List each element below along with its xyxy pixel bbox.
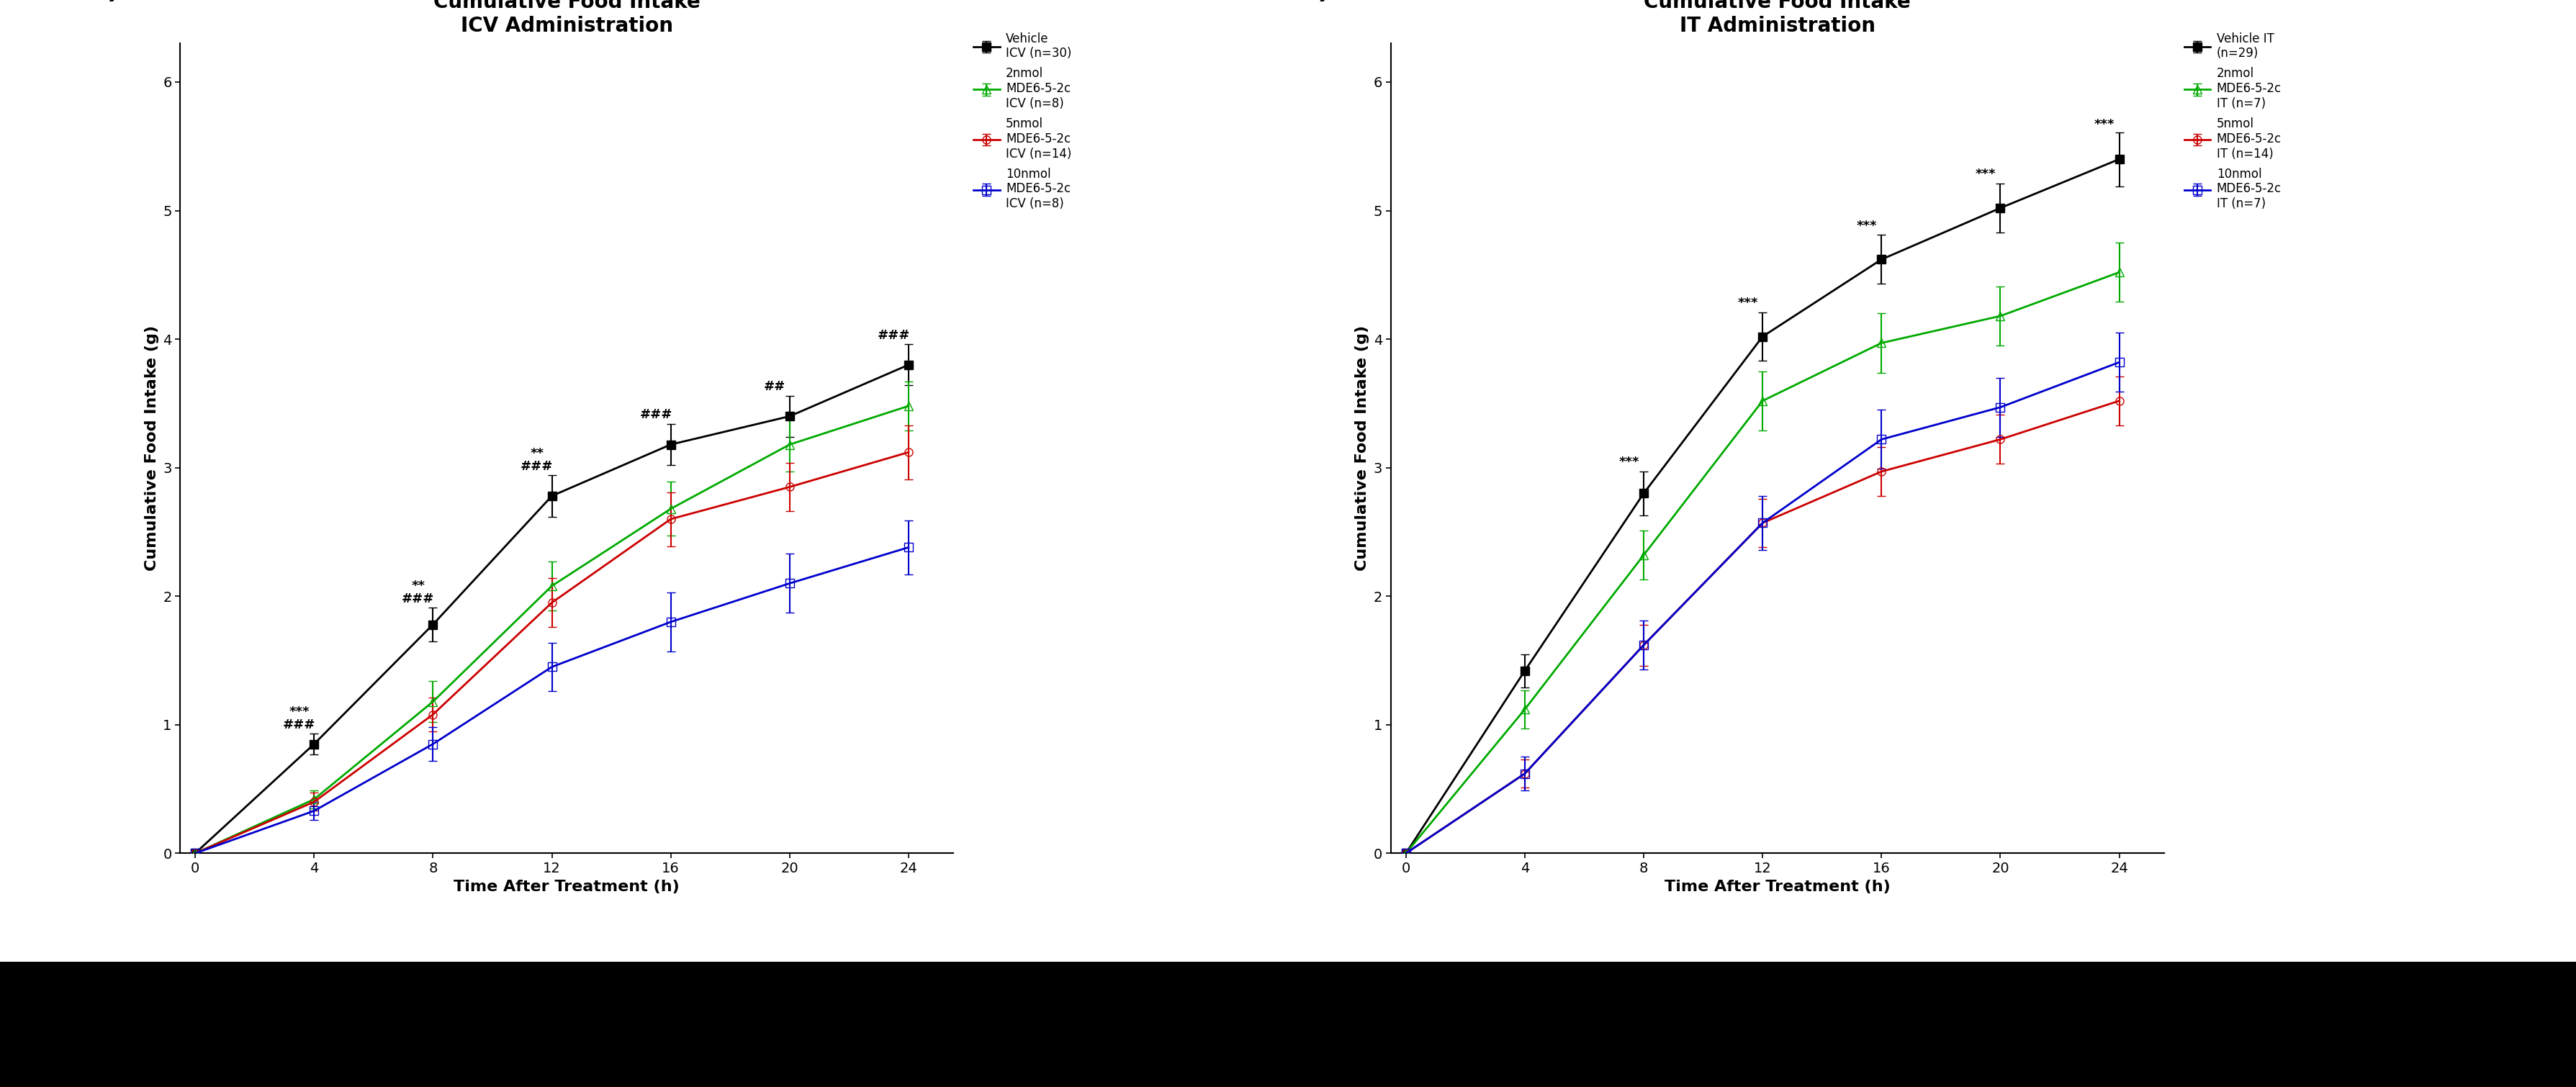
X-axis label: Time After Treatment (h): Time After Treatment (h) [453,879,680,894]
Legend: Vehicle IT
(n=29), 2nmol
MDE6-5-2c
IT (n=7), 5nmol
MDE6-5-2c
IT (n=14), 10nmol
M: Vehicle IT (n=29), 2nmol MDE6-5-2c IT (n… [2179,27,2285,215]
Text: ***
###: *** ### [283,705,314,732]
Text: ###: ### [639,409,672,422]
Text: ##: ## [765,380,786,393]
Text: ***: *** [2094,117,2115,130]
Text: ###: ### [878,328,909,341]
Text: **
###: ** ### [520,447,554,473]
Text: ***: *** [1857,220,1878,233]
Y-axis label: Cumulative Food Intake (g): Cumulative Food Intake (g) [144,326,160,571]
Text: ***: *** [1976,168,1996,182]
Text: ***: *** [1736,297,1757,310]
Y-axis label: Cumulative Food Intake (g): Cumulative Food Intake (g) [1355,326,1370,571]
Title: Cumulative Food Intake
IT Administration: Cumulative Food Intake IT Administration [1643,0,1911,36]
Legend: Vehicle
ICV (n=30), 2nmol
MDE6-5-2c
ICV (n=8), 5nmol
MDE6-5-2c
ICV (n=14), 10nmo: Vehicle ICV (n=30), 2nmol MDE6-5-2c ICV … [969,27,1077,215]
X-axis label: Time After Treatment (h): Time After Treatment (h) [1664,879,1891,894]
Title: Cumulative Food Intake
ICV Administration: Cumulative Food Intake ICV Administratio… [433,0,701,36]
Text: B): B) [1298,0,1329,3]
Text: A): A) [88,0,118,3]
Text: **
###: ** ### [402,579,435,605]
Text: ***: *** [1618,457,1638,468]
